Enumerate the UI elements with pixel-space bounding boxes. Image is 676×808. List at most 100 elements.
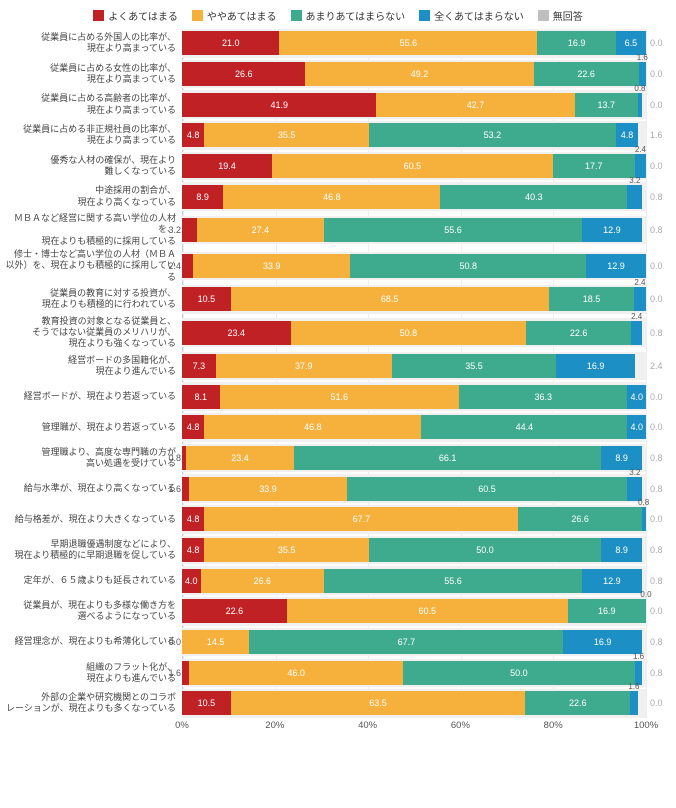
category-label: 従業員に占める非正規社員の比率が、現在より高まっている — [4, 124, 182, 147]
bar-segment: 66.1 — [294, 446, 601, 470]
segment-value: 2.4 — [631, 312, 642, 321]
bar-segment: 35.5 — [392, 354, 557, 378]
no-response-value: 0.8 — [650, 637, 663, 647]
bar-segment: 10.5 — [182, 287, 231, 311]
bar-segment: 33.9 — [189, 477, 346, 501]
legend: よくあてはまるややあてはまるあまりあてはまらない全くあてはまらない無回答 — [4, 8, 672, 23]
bar-segment: 42.7 — [376, 93, 574, 117]
bar-segment: 6.5 — [616, 31, 646, 55]
segment-value: 22.6 — [570, 328, 588, 338]
bar-segment: 22.6 — [525, 691, 630, 715]
stacked-bar: 21.055.616.96.5 — [182, 31, 646, 55]
category-label: 組織のフラット化が、現在よりも進んでいる — [4, 662, 182, 685]
bar-segment: 1.6 — [639, 62, 646, 86]
segment-value: 0.0 — [640, 590, 651, 599]
bar-segment: 1.6 — [635, 661, 642, 685]
bar-segment: 4.8 — [182, 415, 204, 439]
category-label: 従業員に占める外国人の比率が、現在より高まっている — [4, 32, 182, 55]
bar-segment: 26.6 — [182, 62, 305, 86]
segment-value: 41.9 — [270, 100, 288, 110]
segment-value: 14.5 — [207, 637, 225, 647]
bar-segment: 16.9 — [537, 31, 615, 55]
segment-value: 46.8 — [323, 192, 341, 202]
bar-segment: 12.9 — [582, 569, 642, 593]
segment-value: 8.9 — [615, 453, 628, 463]
bar-segment: 27.4 — [197, 218, 324, 242]
category-label: 従業員に占める女性の比率が、現在より高まっている — [4, 63, 182, 86]
no-response-value: 0.0 — [650, 514, 663, 524]
no-response-value: 2.4 — [650, 361, 663, 371]
bar-row: 中途採用の割合が、現在より高くなっている8.946.840.33.20.8 — [4, 182, 646, 211]
bar-segment: 67.7 — [204, 507, 518, 531]
segment-value: 23.4 — [228, 328, 246, 338]
no-response-value: 0.0 — [650, 69, 663, 79]
segment-value: 37.9 — [295, 361, 313, 371]
bar-segment: 26.6 — [518, 507, 641, 531]
segment-value: 22.6 — [577, 69, 595, 79]
segment-value: 10.5 — [198, 698, 216, 708]
no-response-value: 0.0 — [650, 392, 663, 402]
segment-value: 3.2 — [629, 176, 640, 185]
bar-row: 管理職より、高度な専門職の方が高い処遇を受けている0.823.466.18.90… — [4, 444, 646, 473]
bar-segment: 55.6 — [324, 569, 582, 593]
bar-segment: 4.8 — [182, 507, 204, 531]
bar-segment: 46.8 — [223, 185, 440, 209]
bar-segment: 16.9 — [563, 630, 641, 654]
stacked-bar: 3.227.455.612.9 — [182, 218, 646, 242]
bar-segment: 41.9 — [182, 93, 376, 117]
stacked-bar: 1.633.960.53.2 — [182, 477, 646, 501]
segment-value: 26.6 — [253, 576, 271, 586]
segment-value: 1.6 — [168, 484, 181, 494]
stacked-bar: 0.014.567.716.9 — [182, 630, 646, 654]
no-response-value: 0.8 — [650, 328, 663, 338]
bar-segment: 3.2 — [627, 185, 642, 209]
stacked-bar: 19.460.517.72.4 — [182, 154, 646, 178]
segment-value: 55.6 — [444, 225, 462, 235]
legend-item: 全くあてはまらない — [419, 8, 524, 23]
segment-value: 26.6 — [235, 69, 253, 79]
bar-row: 定年が、６５歳よりも延長されている4.026.655.612.90.8 — [4, 566, 646, 595]
segment-value: 4.8 — [187, 514, 200, 524]
legend-label: あまりあてはまらない — [306, 8, 406, 23]
segment-value: 50.8 — [459, 261, 477, 271]
legend-label: ややあてはまる — [207, 8, 277, 23]
bar-row: 経営理念が、現在よりも希薄化している0.014.567.716.90.8 — [4, 628, 646, 657]
segment-value: 40.3 — [525, 192, 543, 202]
segment-value: 63.5 — [369, 698, 387, 708]
category-label: 管理職が、現在より若返っている — [4, 422, 182, 433]
stacked-bar: 10.568.518.52.4 — [182, 287, 646, 311]
no-response-value: 0.8 — [650, 453, 663, 463]
segment-value: 55.6 — [444, 576, 462, 586]
category-label: 教育投資の対象となる従業員と、そうではない従業員のメリハリが、現在よりも強くなっ… — [4, 316, 182, 350]
segment-value: 12.9 — [603, 576, 621, 586]
bar-segment: 55.6 — [324, 218, 582, 242]
category-label: 経営理念が、現在よりも希薄化している — [4, 636, 182, 647]
category-label: 給与格差が、現在より大きくなっている — [4, 514, 182, 525]
bar-segment: 3.2 — [627, 477, 642, 501]
segment-value: 22.6 — [226, 606, 244, 616]
bar-segment: 17.7 — [553, 154, 635, 178]
stacked-bar: 4.835.550.08.9 — [182, 538, 646, 562]
legend-swatch — [192, 10, 203, 21]
category-label: 早期退職優遇制度などにより、現在より積極的に早期退職を促している — [4, 539, 182, 562]
x-tick-label: 20% — [265, 720, 284, 731]
bar-segment: 4.0 — [627, 415, 646, 439]
bar-segment: 2.4 — [634, 287, 645, 311]
no-response-value: 0.0 — [650, 38, 663, 48]
bar-segment: 50.8 — [350, 254, 586, 278]
stacked-bar-chart: よくあてはまるややあてはまるあまりあてはまらない全くあてはまらない無回答 従業員… — [0, 0, 676, 744]
bar-segment: 4.8 — [182, 123, 204, 147]
category-label: 経営ボードの多国籍化が、現在より進んでいる — [4, 355, 182, 378]
bar-segment: 13.7 — [575, 93, 639, 117]
bar-segment: 0.8 — [638, 93, 642, 117]
bar-row: 従業員に占める非正規社員の比率が、現在より高まっている4.835.553.24.… — [4, 121, 646, 150]
stacked-bar: 4.026.655.612.9 — [182, 569, 646, 593]
bar-segment: 16.9 — [556, 354, 634, 378]
segment-value: 1.6 — [633, 652, 644, 661]
segment-value: 10.5 — [198, 294, 216, 304]
category-label: 定年が、６５歳よりも延長されている — [4, 575, 182, 586]
bar-segment: 40.3 — [440, 185, 627, 209]
bar-segment: 49.2 — [305, 62, 533, 86]
bar-segment: 68.5 — [231, 287, 549, 311]
segment-value: 50.0 — [476, 545, 494, 555]
